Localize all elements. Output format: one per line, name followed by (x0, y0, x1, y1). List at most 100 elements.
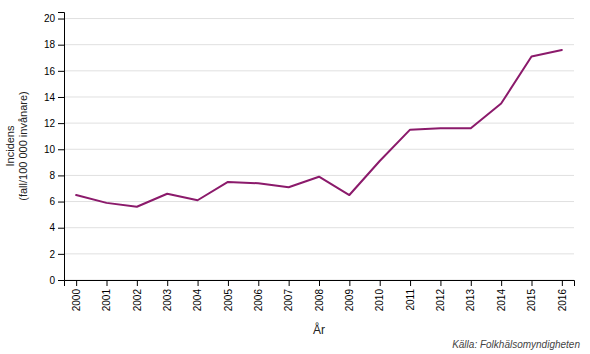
x-tick: 2013 (465, 280, 476, 311)
x-tick: 2004 (192, 280, 203, 311)
x-tick: 2015 (526, 280, 537, 311)
tick-label: 10 (44, 144, 56, 155)
chart: 2000200120022003200420052006200720082009… (0, 0, 590, 354)
y-tick: 16 (44, 66, 64, 77)
tick-label: 18 (44, 39, 56, 50)
tick-label: 2013 (465, 289, 476, 312)
tick-label: 2 (49, 249, 55, 260)
tick-label: 2009 (344, 289, 355, 312)
tick-mark (58, 280, 64, 281)
x-tick: 2003 (162, 280, 173, 311)
tick-label: 16 (44, 66, 56, 77)
y-axis-title-line: (fall/100 000 invånare) (17, 91, 29, 200)
grid-line (64, 18, 574, 19)
tick-label: 2000 (71, 289, 82, 312)
tick-label: 8 (49, 170, 55, 181)
tick-mark (319, 280, 320, 286)
tick-mark (349, 280, 350, 286)
tick-label: 2003 (162, 289, 173, 312)
tick-label: 20 (44, 13, 56, 24)
tick-mark (137, 280, 138, 286)
tick-mark (289, 280, 290, 286)
axis-line (65, 281, 575, 287)
tick-mark (58, 123, 64, 124)
y-tick: 4 (49, 222, 64, 233)
x-axis: 2000 2001 2002 2003 2004 2005 2006 2007 2008 2009… (65, 280, 575, 311)
tick-mark (167, 280, 168, 286)
tick-mark (107, 280, 108, 286)
y-axis: 0 2 4 6 8 10 12 14 16 18 20 (44, 13, 65, 286)
y-axis-title-line: Incidens (4, 125, 16, 166)
x-tick: 2002 (132, 280, 143, 311)
x-tick: 2016 (557, 280, 568, 311)
grid-line (64, 96, 574, 97)
tick-label: 2007 (283, 289, 294, 312)
tick-mark (58, 228, 64, 229)
grid-line (64, 227, 574, 228)
x-axis-title: År (313, 322, 325, 337)
y-tick: 12 (44, 118, 64, 129)
grid-line (64, 253, 574, 254)
tick-mark (562, 280, 563, 286)
tick-mark (410, 280, 411, 286)
tick-mark (58, 175, 64, 176)
tick-mark (380, 280, 381, 286)
tick-mark (58, 71, 64, 72)
tick-label: 0 (49, 275, 55, 286)
tick-mark (471, 280, 472, 286)
tick-label: 4 (49, 222, 55, 233)
y-tick: 20 (44, 13, 64, 24)
line (76, 50, 562, 207)
tick-label: 12 (44, 118, 56, 129)
tick-mark (198, 280, 199, 286)
tick-mark (228, 280, 229, 286)
tick-label: 2005 (223, 289, 234, 312)
plot: 2000200120022003200420052006200720082009… (4, 13, 575, 338)
grid-line (64, 201, 574, 202)
axis-line (58, 13, 65, 281)
x-tick: 2011 (405, 280, 416, 311)
grid-line (64, 149, 574, 150)
tick-label: 2010 (374, 289, 385, 312)
tick-label: 2004 (192, 289, 203, 312)
x-tick: 2009 (344, 280, 355, 311)
grid-line (64, 44, 574, 45)
tick-label: 2006 (253, 289, 264, 312)
x-tick: 2007 (283, 280, 294, 311)
tick-mark (58, 202, 64, 203)
tick-mark (58, 45, 64, 46)
tick-label: 2001 (101, 289, 112, 312)
tick-mark (76, 280, 77, 286)
y-tick: 14 (44, 92, 64, 103)
x-tick: 2006 (253, 280, 264, 311)
grid-line (64, 123, 574, 124)
x-tick: 2014 (496, 280, 507, 311)
x-tick: 2010 (374, 280, 385, 311)
annotation: Källa: Folkhälsomyndigheten (452, 339, 580, 350)
tick-mark (440, 280, 441, 286)
y-tick: 10 (44, 144, 64, 155)
tick-label: 2015 (526, 289, 537, 312)
grid-line (64, 70, 574, 71)
tick-mark (532, 280, 533, 286)
tick-label: 2008 (314, 289, 325, 312)
y-tick: 0 (49, 275, 64, 286)
y-axis-title: Incidens(fall/100 000 invånare) (4, 91, 29, 200)
x-tick: 2000 (71, 280, 82, 311)
tick-mark (58, 149, 64, 150)
tick-mark (58, 254, 64, 255)
tick-mark (58, 97, 64, 98)
tick-label: 6 (49, 196, 55, 207)
x-tick: 2005 (223, 280, 234, 311)
tick-label: 2012 (435, 289, 446, 312)
tick-mark (58, 19, 64, 20)
tick-label: 2014 (496, 289, 507, 312)
tick-label: 14 (44, 92, 56, 103)
tick-label: 2002 (132, 289, 143, 312)
grid (64, 19, 574, 280)
marks (76, 50, 562, 207)
tick-label: 2016 (557, 289, 568, 312)
y-tick: 8 (49, 170, 64, 181)
x-tick: 2012 (435, 280, 446, 311)
x-tick: 2001 (101, 280, 112, 311)
